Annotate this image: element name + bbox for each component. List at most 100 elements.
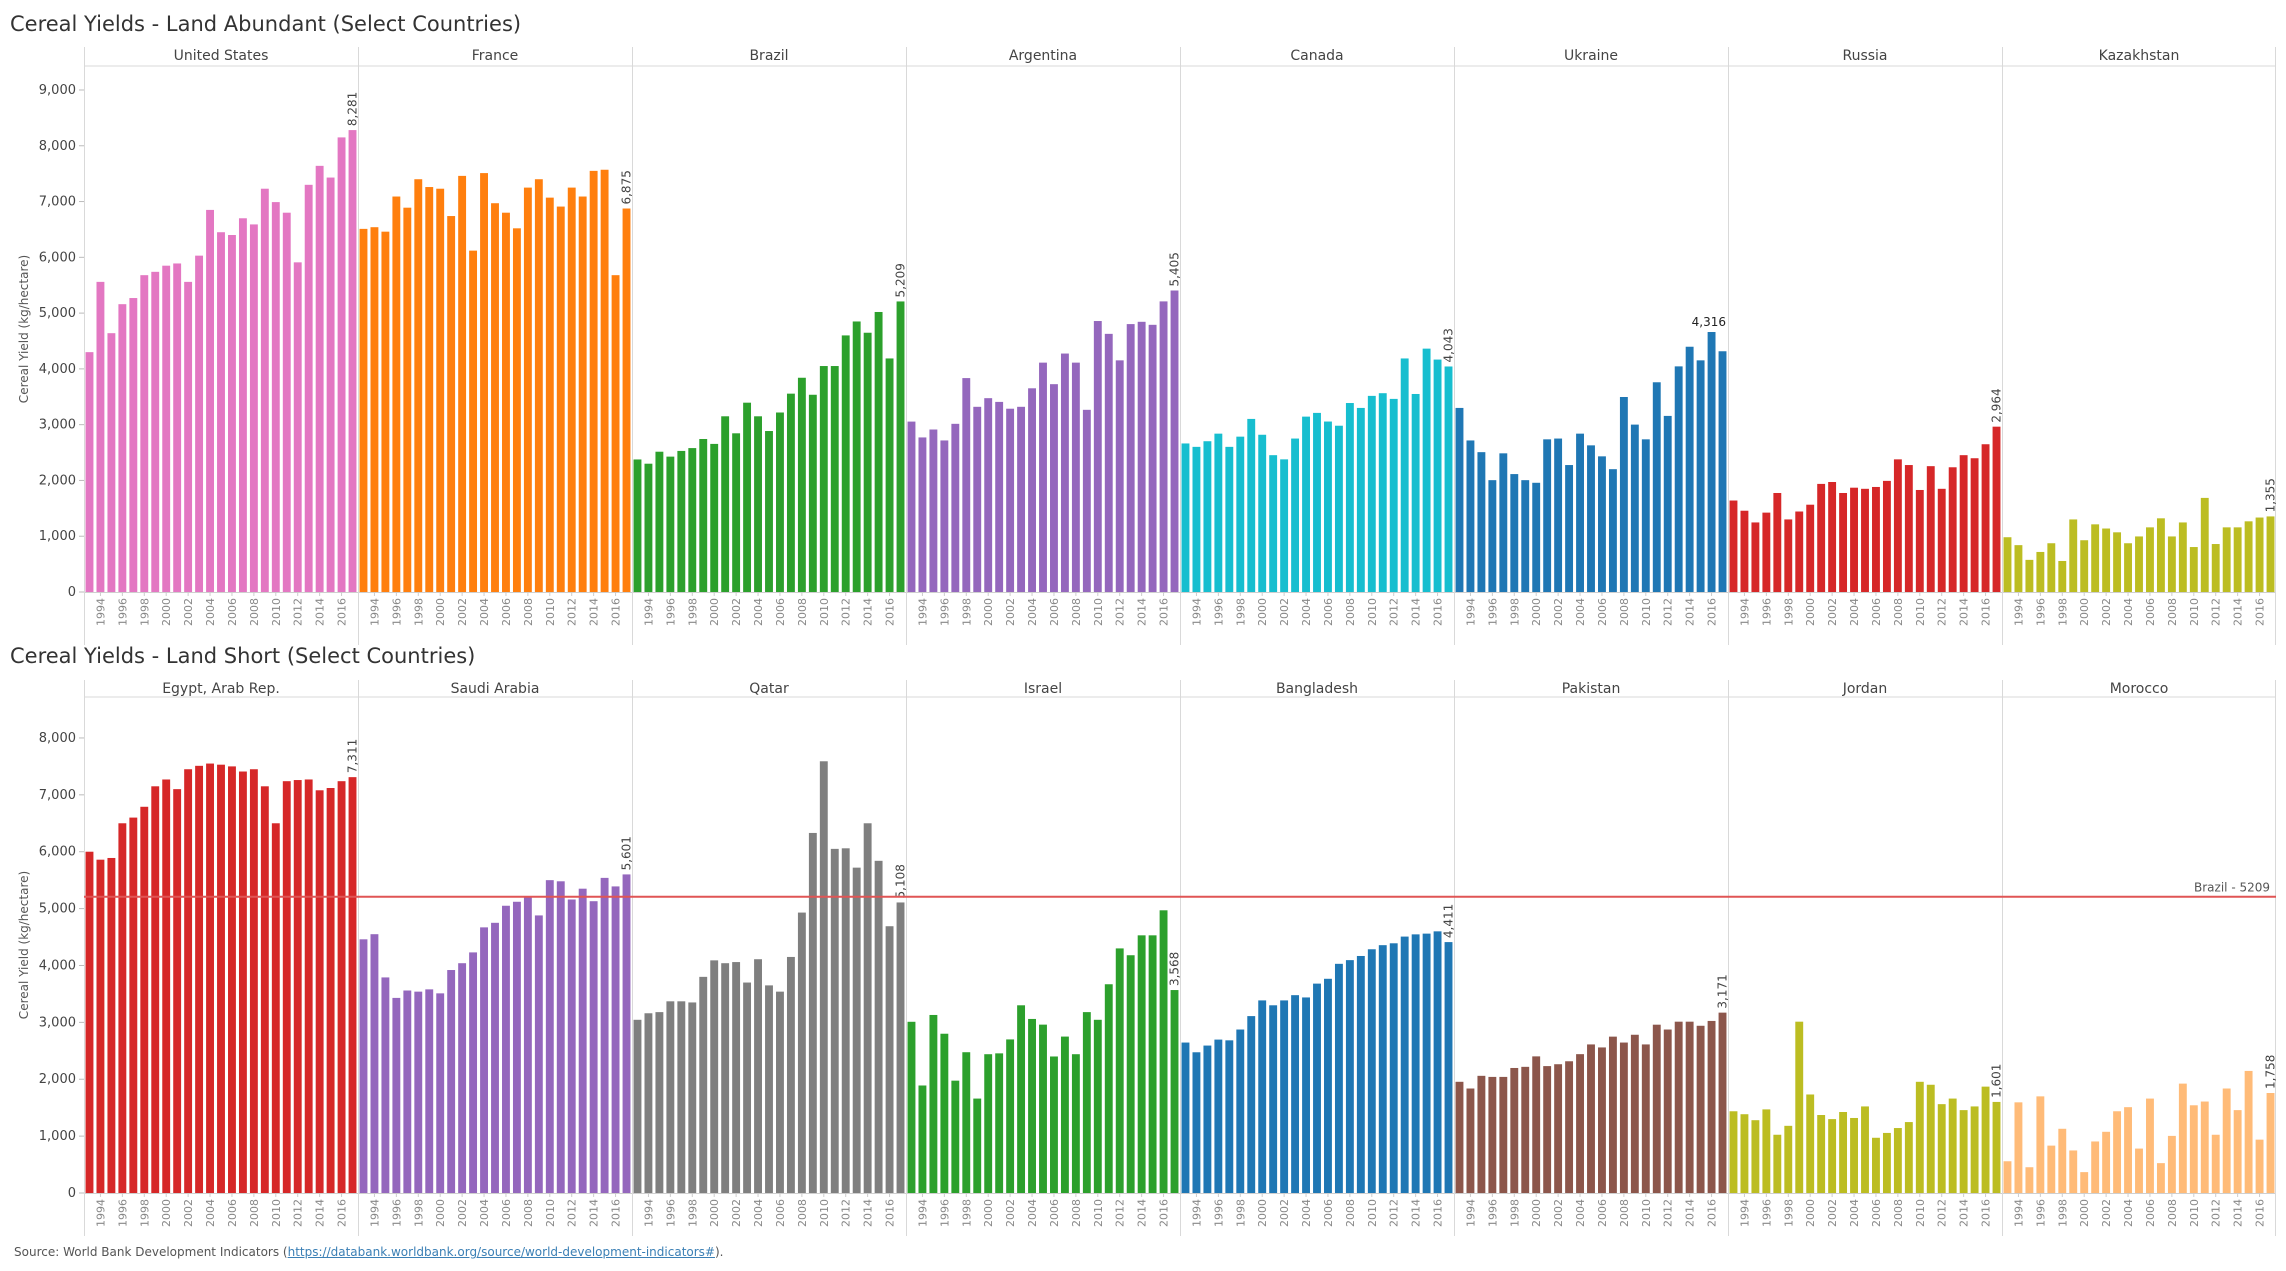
bar[interactable] bbox=[1751, 1120, 1760, 1193]
bar[interactable] bbox=[2014, 1102, 2023, 1193]
bar[interactable] bbox=[589, 170, 598, 592]
bar[interactable] bbox=[1817, 483, 1826, 592]
bar[interactable] bbox=[2156, 518, 2165, 592]
bar[interactable] bbox=[469, 952, 478, 1193]
bar[interactable] bbox=[896, 301, 905, 592]
bar[interactable] bbox=[863, 332, 872, 592]
bar[interactable] bbox=[1313, 983, 1321, 1193]
bar[interactable] bbox=[2167, 1135, 2176, 1193]
bar[interactable] bbox=[1104, 984, 1113, 1193]
bar[interactable] bbox=[885, 926, 894, 1193]
bar[interactable] bbox=[732, 433, 741, 592]
bar[interactable] bbox=[1093, 1019, 1102, 1193]
bar[interactable] bbox=[1006, 1039, 1015, 1193]
bar[interactable] bbox=[348, 777, 357, 1193]
bar[interactable] bbox=[1872, 486, 1880, 592]
bar[interactable] bbox=[600, 877, 609, 1193]
bar[interactable] bbox=[96, 281, 105, 592]
bar[interactable] bbox=[96, 859, 105, 1193]
bar[interactable] bbox=[1060, 1036, 1069, 1193]
bar[interactable] bbox=[2222, 527, 2231, 592]
bar[interactable] bbox=[1247, 1016, 1256, 1193]
bar[interactable] bbox=[2025, 1167, 2034, 1193]
bar[interactable] bbox=[1543, 439, 1552, 592]
bar[interactable] bbox=[743, 982, 752, 1193]
bar[interactable] bbox=[2167, 536, 2176, 592]
bar[interactable] bbox=[732, 962, 741, 1193]
bar[interactable] bbox=[1861, 488, 1869, 592]
bar[interactable] bbox=[1214, 433, 1223, 592]
bar[interactable] bbox=[2058, 560, 2067, 592]
bar[interactable] bbox=[249, 224, 258, 592]
bar[interactable] bbox=[1992, 426, 2001, 592]
bar[interactable] bbox=[1904, 465, 1913, 592]
bar[interactable] bbox=[677, 450, 686, 592]
bar[interactable] bbox=[491, 922, 499, 1193]
bar[interactable] bbox=[940, 440, 949, 592]
bar[interactable] bbox=[2047, 1145, 2056, 1193]
bar[interactable] bbox=[852, 867, 861, 1193]
bar[interactable] bbox=[1510, 474, 1519, 592]
bar[interactable] bbox=[2189, 547, 2198, 592]
bar[interactable] bbox=[995, 401, 1004, 592]
bar[interactable] bbox=[1576, 433, 1584, 592]
bar[interactable] bbox=[1422, 348, 1431, 592]
bar[interactable] bbox=[2047, 543, 2056, 592]
bar[interactable] bbox=[1641, 439, 1650, 592]
bar[interactable] bbox=[688, 448, 697, 592]
bar[interactable] bbox=[841, 848, 850, 1193]
bar[interactable] bbox=[973, 1098, 982, 1193]
bar[interactable] bbox=[1104, 333, 1113, 592]
bar[interactable] bbox=[688, 1002, 697, 1193]
bar[interactable] bbox=[151, 786, 160, 1193]
bar[interactable] bbox=[118, 304, 127, 592]
bar[interactable] bbox=[447, 216, 456, 592]
bar[interactable] bbox=[1082, 1012, 1091, 1193]
bar[interactable] bbox=[710, 960, 719, 1193]
bar[interactable] bbox=[173, 263, 182, 592]
bar[interactable] bbox=[1466, 1088, 1475, 1193]
bar[interactable] bbox=[1039, 1024, 1047, 1193]
bar[interactable] bbox=[1729, 500, 1738, 592]
bar[interactable] bbox=[2211, 544, 2220, 592]
bar[interactable] bbox=[2178, 522, 2187, 592]
bar[interactable] bbox=[107, 333, 116, 592]
bar[interactable] bbox=[1203, 441, 1212, 592]
bar[interactable] bbox=[962, 378, 971, 592]
bar[interactable] bbox=[425, 187, 434, 592]
bar[interactable] bbox=[2255, 1139, 2264, 1193]
bar[interactable] bbox=[808, 394, 817, 592]
bar[interactable] bbox=[1422, 933, 1431, 1193]
bar[interactable] bbox=[984, 1054, 993, 1193]
bar[interactable] bbox=[1565, 465, 1574, 592]
bar[interactable] bbox=[1970, 1106, 1979, 1193]
bar[interactable] bbox=[1334, 425, 1343, 592]
bar[interactable] bbox=[1587, 445, 1595, 592]
bar[interactable] bbox=[337, 781, 346, 1193]
bar[interactable] bbox=[1444, 942, 1453, 1193]
bar[interactable] bbox=[896, 902, 905, 1193]
bar[interactable] bbox=[436, 993, 445, 1193]
bar[interactable] bbox=[1707, 332, 1716, 592]
bar[interactable] bbox=[1619, 1042, 1628, 1193]
bar[interactable] bbox=[1192, 1052, 1201, 1193]
bar[interactable] bbox=[918, 437, 927, 592]
bar[interactable] bbox=[951, 1080, 960, 1193]
bar[interactable] bbox=[1455, 407, 1464, 592]
bar[interactable] bbox=[1817, 1115, 1826, 1193]
bar[interactable] bbox=[1192, 446, 1201, 592]
bar[interactable] bbox=[1345, 403, 1354, 592]
bar[interactable] bbox=[578, 888, 587, 1193]
bar[interactable] bbox=[1280, 459, 1289, 592]
bar[interactable] bbox=[1641, 1044, 1650, 1193]
bar[interactable] bbox=[1280, 1000, 1289, 1193]
bar[interactable] bbox=[2080, 1172, 2089, 1193]
bar[interactable] bbox=[1521, 1066, 1530, 1193]
bar[interactable] bbox=[195, 255, 204, 592]
bar[interactable] bbox=[2244, 1070, 2253, 1193]
bar[interactable] bbox=[260, 188, 269, 593]
bar[interactable] bbox=[1488, 480, 1497, 592]
bar[interactable] bbox=[1619, 396, 1628, 592]
bar[interactable] bbox=[962, 1052, 971, 1193]
bar[interactable] bbox=[1762, 1109, 1771, 1193]
